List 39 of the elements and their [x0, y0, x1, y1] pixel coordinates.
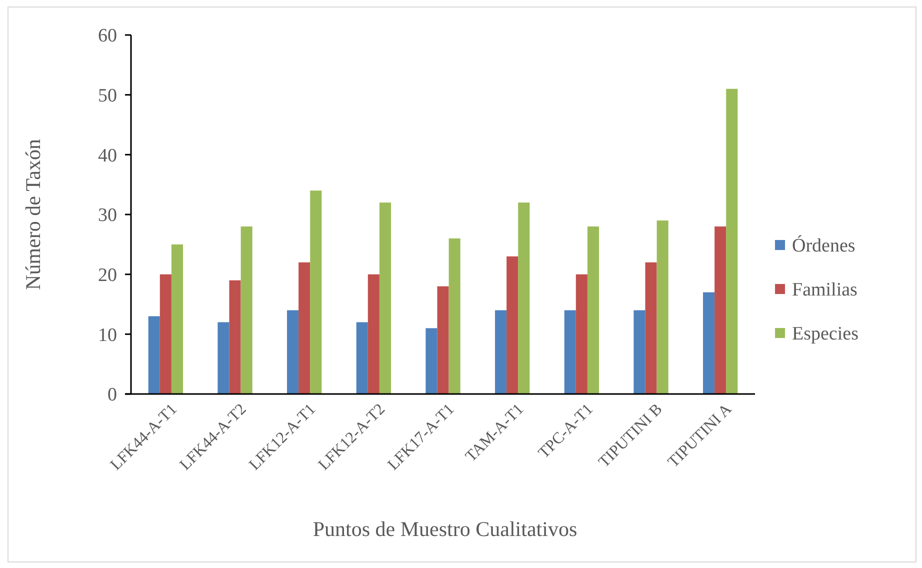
bar	[714, 226, 726, 394]
bar	[703, 292, 715, 394]
y-tick-label: 10	[98, 324, 117, 346]
bar	[726, 88, 738, 394]
bar	[229, 280, 241, 394]
bar	[379, 202, 391, 394]
bar	[587, 226, 599, 394]
y-tick-label: 60	[98, 26, 117, 47]
bar	[287, 310, 299, 394]
bar	[437, 286, 449, 394]
bar	[160, 274, 172, 394]
y-tick-label: 0	[108, 384, 117, 406]
bar	[171, 244, 183, 394]
bar	[645, 262, 657, 394]
bar	[426, 328, 438, 394]
y-tick-label: 30	[98, 205, 117, 226]
bar	[240, 226, 252, 394]
bar	[506, 256, 518, 394]
bar	[218, 322, 230, 394]
bar	[576, 274, 588, 394]
legend-label: Familias	[792, 280, 858, 301]
bar	[298, 262, 310, 394]
bar	[518, 202, 530, 394]
bar	[368, 274, 380, 394]
y-tick-label: 40	[98, 145, 117, 166]
y-axis-title: Número de Taxón	[21, 138, 45, 290]
bar	[310, 190, 322, 394]
legend-label: Órdenes	[792, 234, 856, 257]
y-tick-label: 20	[98, 264, 117, 286]
bar	[448, 238, 460, 394]
bar	[656, 220, 668, 394]
y-tick-label: 50	[98, 85, 117, 106]
bar	[356, 322, 368, 394]
x-axis-title: Puntos de Muestro Cualitativos	[312, 517, 578, 541]
bar	[148, 316, 160, 394]
legend-label: Especies	[792, 324, 858, 345]
bar	[634, 310, 646, 394]
bar	[495, 310, 507, 394]
bar	[564, 310, 576, 394]
